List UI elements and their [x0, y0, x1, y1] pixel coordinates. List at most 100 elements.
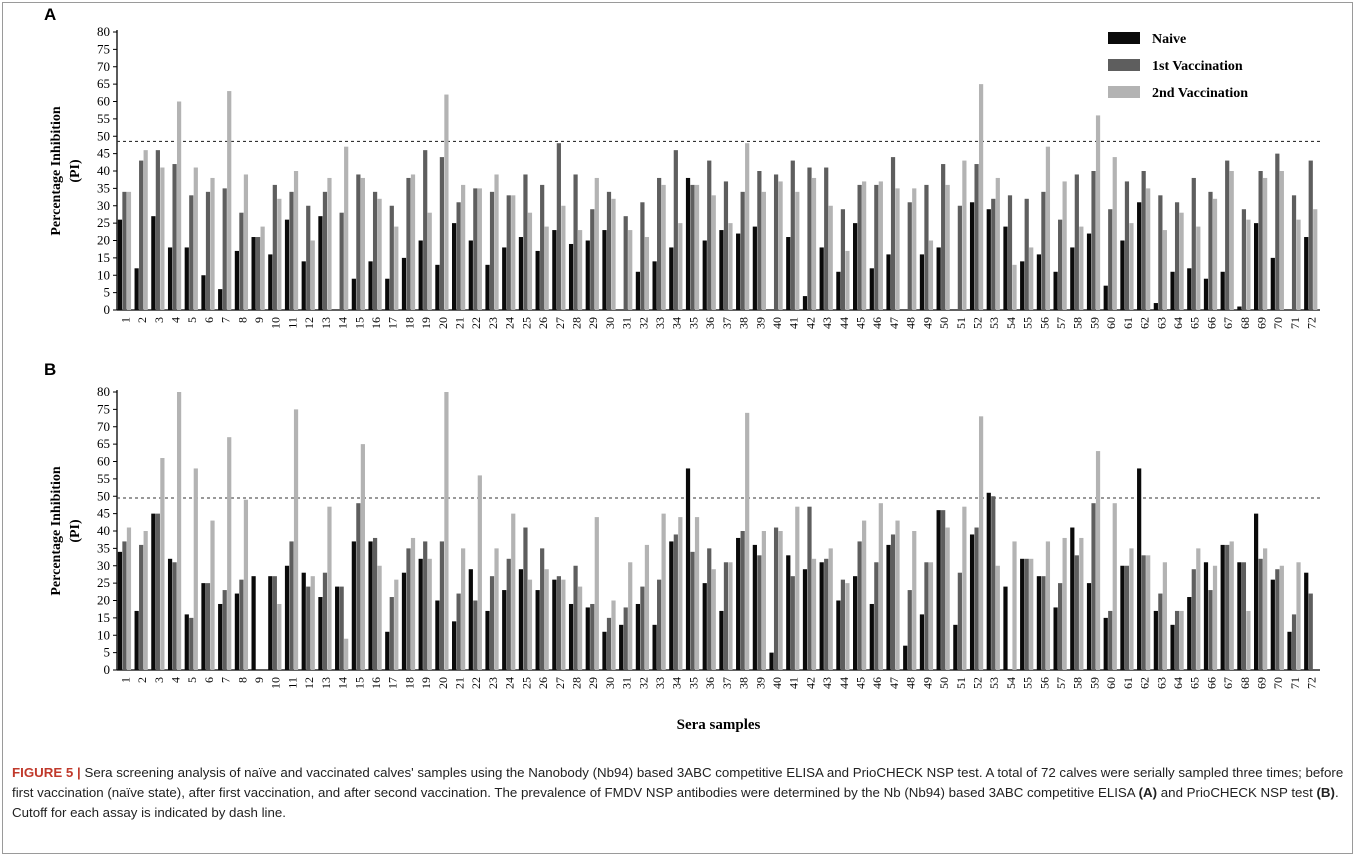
bar-naive — [284, 219, 290, 310]
bar-2nd-vaccination — [1296, 219, 1301, 310]
x-tick-label: 42 — [803, 677, 817, 689]
bar-1st-vaccination — [874, 184, 879, 310]
x-tick-label: 49 — [920, 317, 934, 329]
bar-2nd-vaccination — [678, 223, 683, 310]
bar-naive — [769, 652, 774, 670]
bar-1st-vaccination — [1258, 171, 1263, 310]
x-tick-label: 9 — [252, 677, 266, 683]
bar-naive — [1120, 240, 1125, 310]
x-tick-label: 59 — [1087, 677, 1101, 689]
bar-1st-vaccination — [540, 548, 545, 670]
bar-1st-vaccination — [439, 541, 445, 670]
bar-2nd-vaccination — [745, 143, 750, 310]
bar-2nd-vaccination — [1179, 610, 1184, 670]
x-tick-label: 45 — [854, 677, 868, 689]
x-tick-label: 19 — [419, 677, 433, 689]
bar-1st-vaccination — [1024, 558, 1029, 670]
y-tick-label: 35 — [97, 540, 110, 555]
bar-2nd-vaccination — [1212, 565, 1218, 670]
bar-2nd-vaccination — [1079, 226, 1084, 310]
y-tick-label: 70 — [97, 419, 110, 434]
y-tick-label: 30 — [97, 198, 110, 213]
bar-1st-vaccination — [1158, 195, 1163, 310]
x-tick-label: 69 — [1255, 677, 1269, 689]
bar-1st-vaccination — [306, 586, 311, 670]
bar-naive — [184, 614, 189, 670]
bar-naive — [251, 237, 256, 310]
x-tick-label: 3 — [152, 317, 166, 323]
bar-2nd-vaccination — [394, 579, 399, 670]
bar-naive — [736, 537, 741, 670]
x-tick-label: 31 — [620, 317, 634, 329]
bar-naive — [1254, 513, 1259, 670]
bar-1st-vaccination — [606, 191, 612, 310]
bar-2nd-vaccination — [912, 188, 917, 310]
bar-1st-vaccination — [155, 513, 160, 670]
bar-naive — [552, 230, 557, 310]
bar-1st-vaccination — [941, 510, 946, 670]
bar-1st-vaccination — [1208, 590, 1213, 670]
bar-1st-vaccination — [272, 184, 277, 310]
bar-1st-vaccination — [824, 558, 829, 670]
bar-2nd-vaccination — [544, 226, 549, 310]
bar-naive — [1220, 544, 1225, 670]
bar-naive — [167, 247, 173, 310]
y-axis-label: Percentage Inhibition — [49, 466, 64, 595]
bar-naive — [268, 254, 273, 310]
bar-1st-vaccination — [941, 164, 946, 310]
bar-naive — [502, 247, 507, 310]
bar-naive — [1103, 617, 1108, 670]
bar-2nd-vaccination — [912, 531, 917, 670]
bar-naive — [201, 583, 206, 670]
bar-naive — [936, 510, 941, 670]
bar-1st-vaccination — [606, 617, 612, 670]
y-tick-label: 60 — [97, 94, 110, 109]
bar-2nd-vaccination — [928, 562, 934, 670]
bar-1st-vaccination — [573, 565, 578, 670]
y-axis-label: Percentage Inhibition — [49, 106, 64, 235]
y-tick-label: 65 — [97, 436, 110, 451]
bar-1st-vaccination — [991, 496, 996, 670]
bar-1st-vaccination — [1208, 191, 1213, 310]
bar-2nd-vaccination — [1146, 555, 1151, 670]
bar-2nd-vaccination — [928, 240, 934, 310]
x-tick-label: 47 — [887, 317, 901, 329]
bar-2nd-vaccination — [878, 503, 883, 670]
bar-naive — [485, 610, 490, 670]
bar-1st-vaccination — [339, 212, 344, 310]
bar-naive — [1304, 572, 1309, 670]
y-tick-label: 75 — [97, 41, 110, 56]
bar-1st-vaccination — [757, 555, 762, 670]
bar-1st-vaccination — [1174, 202, 1180, 310]
bar-2nd-vaccination — [945, 527, 950, 670]
bar-1st-vaccination — [239, 579, 244, 670]
bar-naive — [368, 541, 373, 670]
bar-2nd-vaccination — [461, 548, 466, 670]
bar-2nd-vaccination — [193, 468, 198, 670]
bar-naive — [836, 271, 841, 310]
x-tick-label: 15 — [352, 677, 366, 689]
bar-2nd-vaccination — [210, 177, 215, 310]
bar-2nd-vaccination — [862, 181, 867, 310]
x-tick-label: 67 — [1221, 677, 1235, 689]
bar-1st-vaccination — [1108, 610, 1113, 670]
bar-1st-vaccination — [1291, 614, 1297, 670]
bar-1st-vaccination — [423, 150, 428, 310]
x-tick-label: 61 — [1121, 317, 1135, 329]
bar-1st-vaccination — [907, 590, 912, 670]
bar-1st-vaccination — [456, 202, 461, 310]
bar-1st-vaccination — [322, 191, 328, 310]
bar-2nd-vaccination — [845, 583, 850, 670]
bar-1st-vaccination — [1024, 198, 1029, 310]
bar-2nd-vaccination — [126, 191, 132, 310]
bar-2nd-vaccination — [1029, 247, 1034, 310]
x-tick-label: 38 — [737, 677, 751, 689]
bar-naive — [719, 230, 724, 310]
bar-naive — [1203, 278, 1209, 310]
bar-2nd-vaccination — [995, 177, 1000, 310]
bar-2nd-vaccination — [945, 184, 950, 310]
bar-1st-vaccination — [406, 177, 411, 310]
bar-naive — [568, 603, 574, 670]
bar-1st-vaccination — [1241, 209, 1247, 310]
x-tick-label: 28 — [569, 677, 583, 689]
